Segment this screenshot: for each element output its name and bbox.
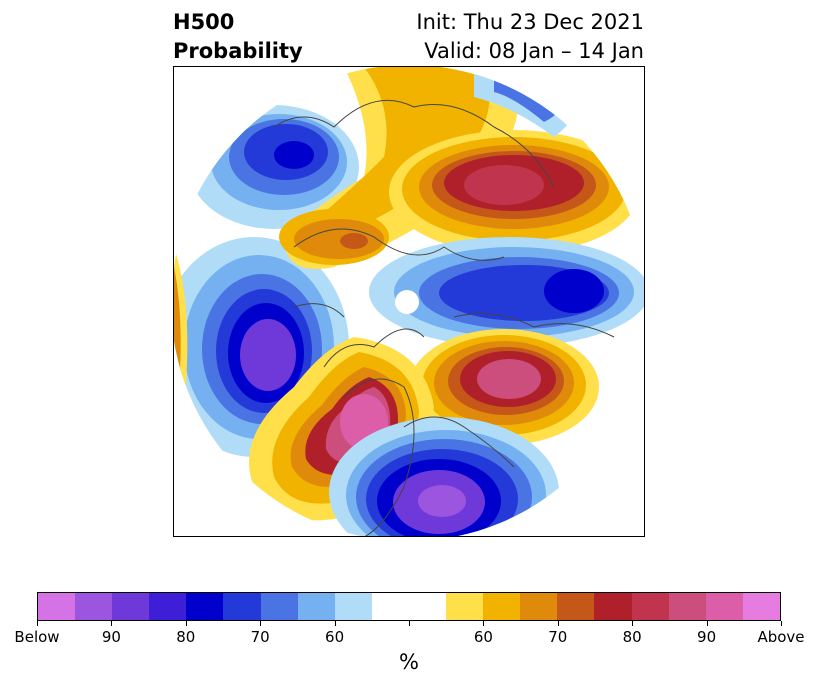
colorbar-tick-mark [37, 621, 38, 626]
colorbar-tick-label: 80 [176, 628, 196, 646]
colorbar-unit-label: % [399, 650, 419, 674]
colorbar-tick-label: 90 [101, 628, 121, 646]
colorbar-tick-mark [557, 621, 559, 626]
colorbar-segment [557, 593, 595, 620]
colorbar-tick-label: 70 [548, 628, 568, 646]
colorbar-segment [371, 593, 409, 620]
colorbar-segment [297, 593, 335, 620]
colorbar-segment [112, 593, 150, 620]
anomaly-western-siberia [389, 130, 639, 254]
variable-label: H500 [173, 10, 235, 34]
colorbar [37, 592, 781, 621]
colorbar-segment [38, 593, 76, 620]
anomaly-north-atlantic [409, 329, 599, 445]
init-date-label: Init: Thu 23 Dec 2021 [416, 10, 644, 34]
colorbar-tick-label: 60 [325, 628, 345, 646]
colorbar-segment [408, 593, 447, 620]
colorbar-segment [742, 593, 780, 620]
colorbar-tick-mark [185, 621, 187, 626]
colorbar-segment [75, 593, 113, 620]
colorbar-segment [149, 593, 187, 620]
colorbar-tick-label: 70 [250, 628, 270, 646]
colorbar-segment [520, 593, 558, 620]
valid-date-label: Valid: 08 Jan – 14 Jan [424, 39, 644, 63]
colorbar-segment [631, 593, 669, 620]
colorbar-segment [705, 593, 743, 620]
probability-map [173, 66, 645, 537]
colorbar-tick-mark [781, 621, 782, 626]
colorbar-segment [334, 593, 372, 620]
colorbar-segment [223, 593, 261, 620]
map-title-left: H500 Probability [173, 8, 303, 66]
colorbar-tick-label: 60 [473, 628, 493, 646]
colorbar-segment [446, 593, 484, 620]
polar-map-svg [174, 67, 644, 536]
colorbar-segment [483, 593, 521, 620]
colorbar-segment [186, 593, 224, 620]
colorbar-tick-mark [632, 621, 634, 626]
colorbar-tick-mark [706, 621, 708, 626]
colorbar-tick-mark [483, 621, 485, 626]
colorbar-tick-mark [334, 621, 336, 626]
colorbar-tick-label: Above [757, 628, 805, 646]
coastlines [273, 99, 615, 536]
product-label: Probability [173, 39, 303, 63]
anomaly-europe [369, 237, 644, 347]
colorbar-tick-label: 90 [697, 628, 717, 646]
colorbar-segment [260, 593, 298, 620]
colorbar-segment [668, 593, 706, 620]
colorbar-segment [594, 593, 632, 620]
colorbar-tick-label: 80 [622, 628, 642, 646]
colorbar-tick-mark [111, 621, 113, 626]
colorbar-tick-label: Below [14, 628, 60, 646]
map-title-right: Init: Thu 23 Dec 2021 Valid: 08 Jan – 14… [416, 8, 644, 66]
colorbar-tick-mark [260, 621, 262, 626]
colorbar-tick-mark [409, 621, 410, 626]
